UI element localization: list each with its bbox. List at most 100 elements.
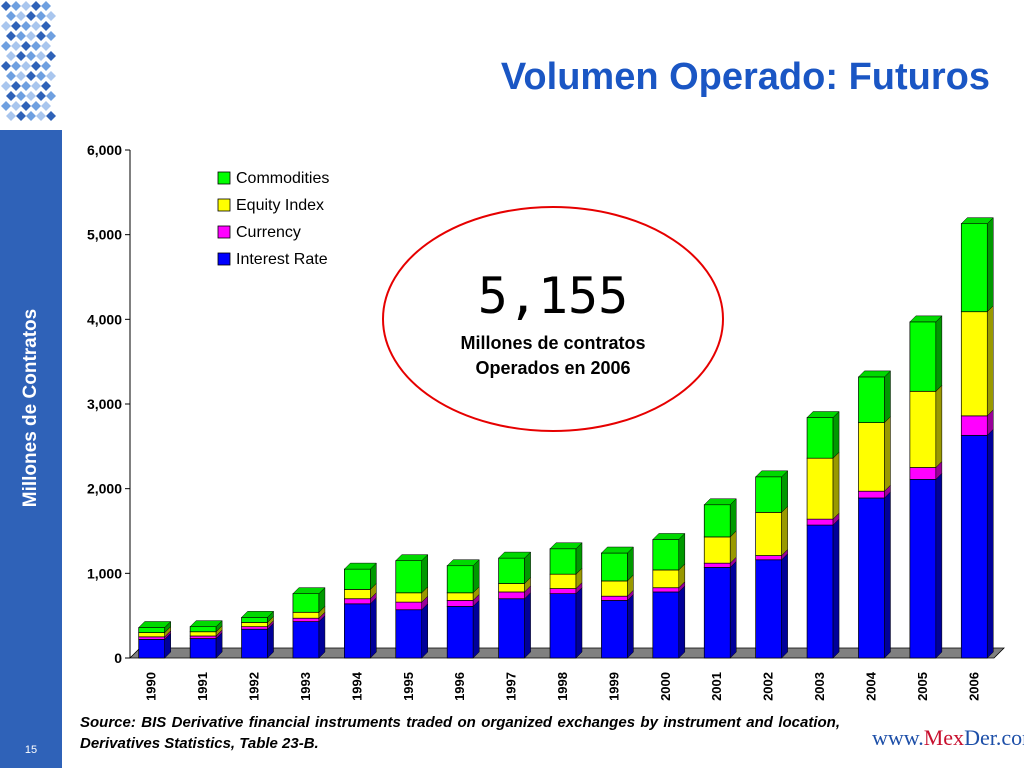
- diamond-shape: [11, 81, 21, 91]
- bar-segment: [909, 321, 937, 392]
- bar-segment-side: [318, 614, 326, 659]
- bar-segment: [755, 512, 782, 556]
- bar-segment: [446, 592, 474, 601]
- bar-segment-side: [781, 505, 788, 557]
- bar-top: [755, 470, 789, 478]
- bar-top: [189, 620, 223, 627]
- x-tick-label: 1991: [195, 672, 210, 701]
- diamond-shape: [1, 21, 11, 31]
- bar-segment: [344, 589, 371, 600]
- diamond-shape: [46, 51, 56, 61]
- callout-ellipse: [382, 206, 724, 432]
- callout-line2: Operados en 2006: [475, 358, 630, 378]
- bar-top: [909, 315, 943, 323]
- bar-stack-2004: [857, 370, 892, 659]
- legend-swatch: [217, 171, 231, 185]
- bar-segment-side: [575, 587, 583, 659]
- mexder-logo[interactable]: www.MexDer.com: [872, 725, 1024, 751]
- bar-segment: [549, 588, 577, 595]
- y-axis-title: Millones de Contratos: [20, 308, 41, 508]
- bar-segment-side: [987, 217, 994, 313]
- bar-segment-side: [935, 384, 943, 469]
- bar-stack-1996: [446, 559, 480, 659]
- bar-top: [395, 554, 429, 561]
- bar-segment: [806, 524, 834, 659]
- bar-top: [497, 551, 532, 559]
- bar-segment: [498, 598, 525, 659]
- x-tick-label: 1997: [504, 672, 519, 701]
- diamond-shape: [36, 111, 46, 121]
- y-tick-label: 0: [114, 650, 122, 666]
- bar-segment: [858, 376, 885, 423]
- bar-stack-2000: [652, 532, 686, 659]
- diamond-shape: [11, 1, 21, 11]
- bar-segment-side: [884, 416, 891, 492]
- bar-top: [960, 217, 994, 224]
- bar-segment: [909, 390, 937, 468]
- callout-line1: Millones de contratos: [460, 333, 645, 353]
- diamond-shape: [46, 91, 56, 101]
- diamond-shape: [1, 81, 11, 91]
- bar-top: [292, 587, 326, 594]
- bar-segment-side: [832, 410, 840, 459]
- diamond-shape: [31, 61, 41, 71]
- logo-suffix: .com: [995, 725, 1024, 750]
- page-number: 15: [24, 744, 38, 756]
- diamond-shape: [36, 71, 46, 81]
- bar-segment: [601, 595, 628, 601]
- diamond-shape: [41, 101, 51, 111]
- x-tick-label: 2005: [915, 672, 930, 701]
- diamond-shape: [31, 1, 41, 11]
- bar-segment: [292, 621, 320, 659]
- bar-segment: [189, 631, 217, 637]
- bar-segment: [344, 568, 371, 590]
- diamond-shape: [46, 11, 56, 21]
- logo-brand-der: Der: [964, 725, 996, 750]
- bar-segment: [395, 592, 423, 603]
- bar-segment: [395, 601, 423, 611]
- diamond-shape: [21, 61, 31, 71]
- bar-segment-side: [987, 305, 994, 417]
- bar-segment: [138, 639, 166, 659]
- bar-segment: [549, 573, 577, 589]
- diamond-shape: [1, 61, 11, 71]
- bar-segment-side: [832, 451, 840, 520]
- bar-stack-2006: [960, 217, 994, 659]
- bar-segment: [138, 636, 166, 640]
- bar-segment: [755, 476, 782, 513]
- bar-segment: [960, 415, 988, 436]
- y-tick-label: 2,000: [87, 481, 122, 497]
- diamond-shape: [21, 1, 31, 11]
- bar-segment: [549, 548, 577, 575]
- bar-top: [240, 611, 275, 618]
- logo-prefix: www.: [872, 725, 924, 750]
- bar-segment-side: [729, 560, 737, 659]
- diamond-shape: [26, 71, 36, 81]
- bar-segment: [498, 591, 525, 600]
- diamond-shape: [16, 111, 26, 121]
- y-tick-label: 4,000: [87, 311, 122, 327]
- bar-segment: [652, 539, 680, 571]
- bar-segment-side: [472, 599, 480, 659]
- bar-segment: [703, 504, 731, 538]
- diamond-shape: [16, 71, 26, 81]
- x-tick-label: 2001: [709, 672, 724, 701]
- diamond-pattern-logo: [0, 0, 62, 130]
- bar-stack-1995: [395, 554, 429, 659]
- x-tick-label: 1999: [606, 672, 621, 701]
- x-tick-label: 1998: [555, 672, 570, 701]
- diamond-shape: [11, 41, 21, 51]
- diamond-shape: [41, 41, 51, 51]
- bar-segment: [909, 479, 937, 659]
- y-tick-label: 1,000: [87, 565, 122, 581]
- bar-segment-side: [832, 518, 840, 659]
- bar-segment: [498, 557, 525, 584]
- bar-stack-2002: [755, 470, 789, 659]
- diamond-shape: [41, 1, 51, 11]
- bar-segment: [909, 467, 937, 480]
- bar-stack-2003: [806, 410, 840, 659]
- diamond-shape: [21, 41, 31, 51]
- bar-segment: [755, 559, 782, 659]
- bar-stack-1997: [497, 551, 532, 659]
- y-tick-label: 3,000: [87, 396, 122, 412]
